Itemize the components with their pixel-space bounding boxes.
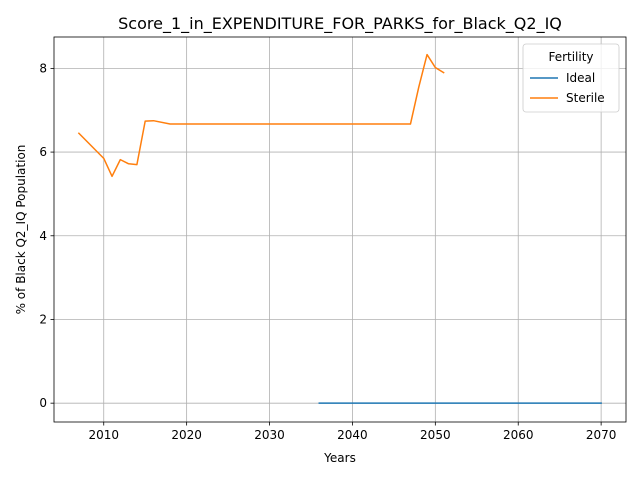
chart-title: Score_1_in_EXPENDITURE_FOR_PARKS_for_Bla…	[118, 14, 562, 34]
series-lines	[77, 53, 602, 404]
legend: Fertility Ideal Sterile	[522, 43, 620, 113]
legend-title: Fertility	[548, 50, 593, 64]
legend-box	[522, 43, 620, 113]
legend-label-ideal: Ideal	[566, 71, 595, 85]
y-axis-label: % of Black Q2_IQ Population	[14, 145, 28, 315]
plot-frame	[53, 36, 627, 423]
x-tick-label: 2070	[586, 428, 617, 442]
y-tick-label: 2	[39, 312, 47, 326]
x-tick-label: 2020	[171, 428, 202, 442]
x-axis-label: Years	[323, 451, 356, 465]
y-tick-label: 6	[39, 145, 47, 159]
x-tick-label: 2030	[254, 428, 285, 442]
x-tick-label: 2010	[88, 428, 119, 442]
grid	[54, 37, 626, 422]
y-tick-label: 8	[39, 61, 47, 75]
legend-label-sterile: Sterile	[566, 91, 605, 105]
y-tick-label: 0	[39, 396, 47, 410]
axis-ticks: 2010 2020 2030 2040 2050 2060 2070 0 2 4 6 8	[39, 61, 616, 442]
x-tick-label: 2040	[337, 428, 368, 442]
series-line-sterile	[77, 53, 445, 178]
x-tick-label: 2050	[420, 428, 451, 442]
y-tick-label: 4	[39, 229, 47, 243]
x-tick-label: 2060	[503, 428, 534, 442]
